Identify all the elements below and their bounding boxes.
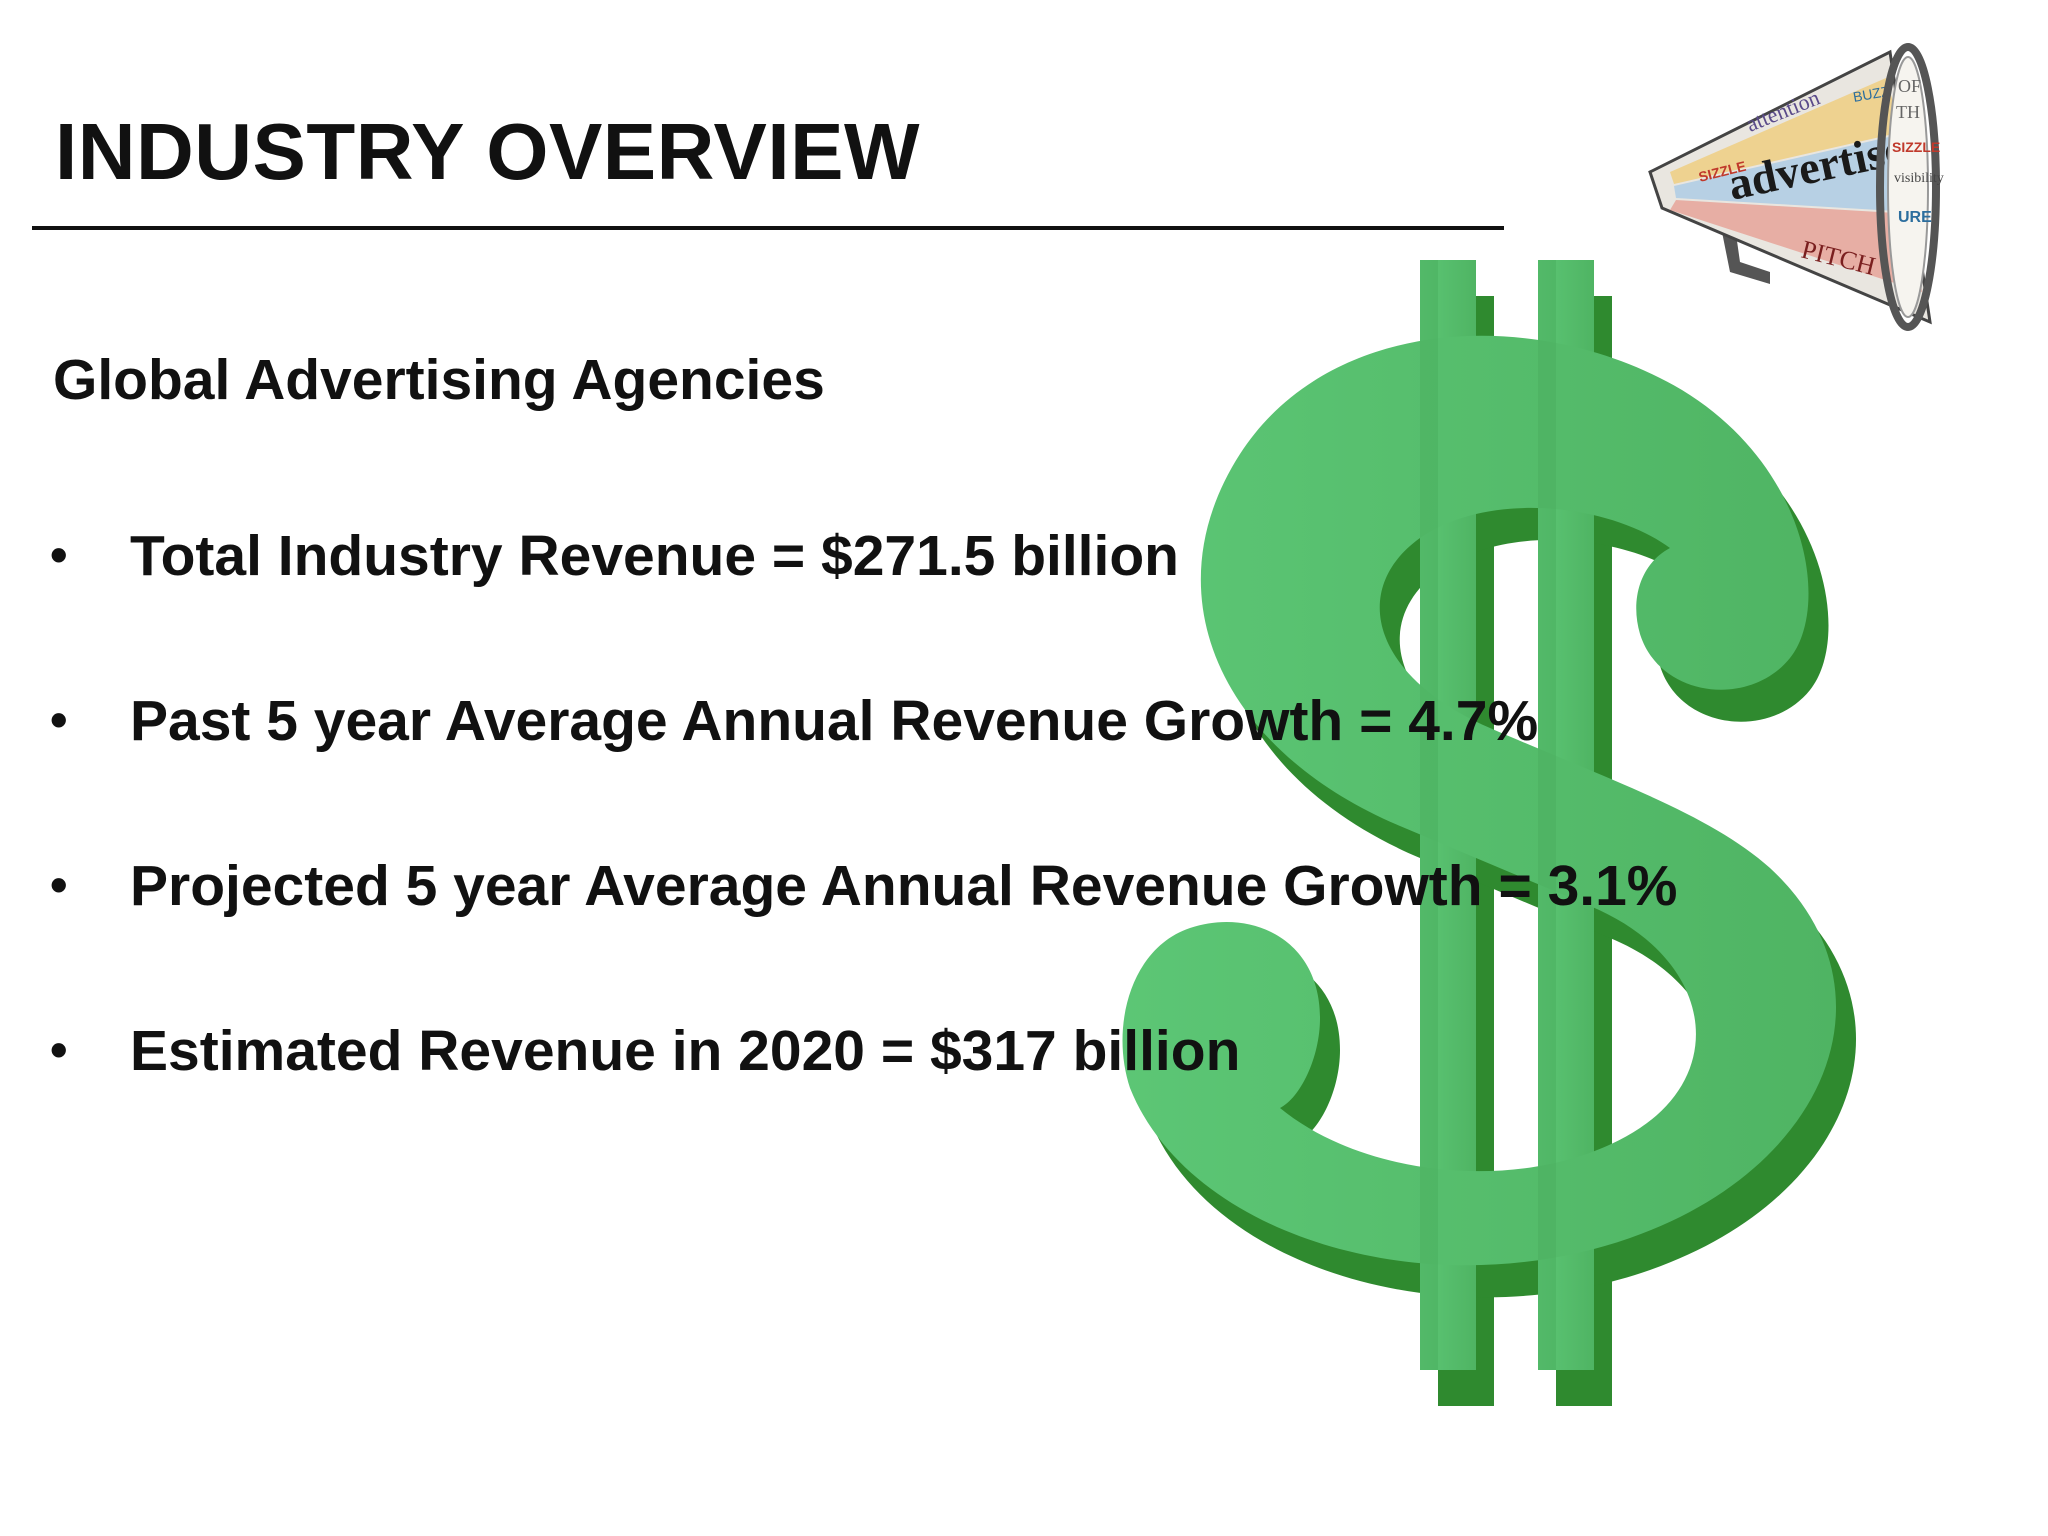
svg-text:SIZZLE: SIZZLE [1892, 139, 1940, 155]
bullet-text: Total Industry Revenue = $271.5 billion [130, 524, 1179, 588]
bullet-icon: • [50, 527, 68, 583]
bullet-icon: • [50, 692, 68, 748]
title-divider [32, 226, 1504, 230]
svg-text:visibility: visibility [1894, 171, 1944, 186]
svg-text:URE: URE [1898, 209, 1932, 226]
page-title: INDUSTRY OVERVIEW [55, 107, 920, 196]
bullet-text: Estimated Revenue in 2020 = $317 billion [130, 1019, 1241, 1083]
svg-text:OF: OF [1898, 76, 1921, 96]
bullet-text: Past 5 year Average Annual Revenue Growt… [130, 689, 1539, 753]
svg-text:TH: TH [1896, 102, 1920, 122]
megaphone-icon: advertise! attention PITCH SIZZLE BUZZ O… [1648, 43, 1944, 331]
dollar-sign-icon [1122, 260, 1857, 1406]
bullet-icon: • [50, 1022, 68, 1078]
section-subtitle: Global Advertising Agencies [53, 348, 825, 412]
bullet-icon: • [50, 857, 68, 913]
svg-text:BUZZ: BUZZ [1852, 83, 1891, 105]
bullet-text: Projected 5 year Average Annual Revenue … [130, 854, 1678, 918]
